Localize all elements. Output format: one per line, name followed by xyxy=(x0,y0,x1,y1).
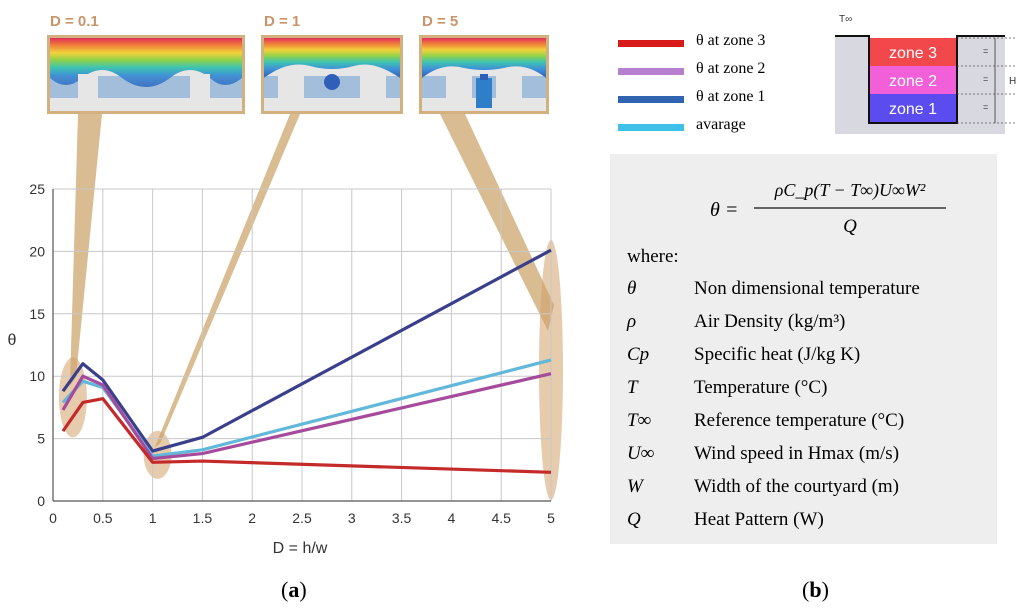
formula-lhs: θ = xyxy=(710,199,738,221)
thumbnail-label-d5: D = 5 xyxy=(422,13,459,30)
thumbnail-d5 xyxy=(419,35,549,114)
x-axis-label: D = h/w xyxy=(273,540,328,557)
zoom-connector xyxy=(69,114,102,386)
schematic-equal-2: = xyxy=(983,74,988,84)
caption-b-open: ( xyxy=(802,577,810,602)
x-tick-label: 5 xyxy=(547,510,555,526)
legend-item-zone1: θ at zone 1 xyxy=(618,86,818,114)
zoom-connectors xyxy=(69,114,554,448)
legend-swatch-zone2 xyxy=(618,68,684,75)
def-symbol-tinf: T∞ xyxy=(627,410,652,431)
def-desc-rho: Air Density (kg/m³) xyxy=(694,311,846,332)
definitions-panel: θ = ρC_p(T − T∞)U∞W² Q where: θ Non dime… xyxy=(610,154,997,544)
chart-series xyxy=(61,248,552,474)
zoom-connector xyxy=(440,114,554,331)
def-desc-theta: Non dimensional temperature xyxy=(694,278,920,299)
def-symbol-theta: θ xyxy=(627,278,637,299)
chart-grid xyxy=(52,188,552,502)
where-label: where: xyxy=(627,246,679,267)
def-desc-t: Temperature (°C) xyxy=(694,377,828,398)
x-tick-label: 1.5 xyxy=(193,510,213,526)
def-desc-uinf: Wind speed in Hmax (m/s) xyxy=(694,443,900,464)
schematic-zone1 xyxy=(869,94,957,123)
legend-label-average: avarage xyxy=(696,116,746,133)
thumbnail-d01 xyxy=(47,35,245,114)
legend-label-zone1: θ at zone 1 xyxy=(696,88,766,105)
x-tick-label: 0.5 xyxy=(93,510,113,526)
temperature-field-d01 xyxy=(50,38,242,111)
zoom-connector xyxy=(154,114,300,448)
series-line xyxy=(61,397,552,474)
series-line xyxy=(61,248,552,453)
thumbnail-d1 xyxy=(261,35,403,114)
legend-swatch-average xyxy=(618,124,684,131)
def-symbol-uinf: U∞ xyxy=(627,443,655,464)
def-symbol-rho: ρ xyxy=(627,311,637,332)
schematic-zone3-label: zone 3 xyxy=(889,45,937,62)
highlight-ellipse xyxy=(58,357,87,438)
x-tick-label: 1 xyxy=(149,510,157,526)
x-tick-label: 4 xyxy=(448,510,456,526)
def-symbol-q: Q xyxy=(627,509,641,530)
series-line xyxy=(61,372,552,461)
courtyard-schematic: T∞ zone 3 zone 2 zone 1 = = = H xyxy=(835,14,1017,134)
def-desc-tinf: Reference temperature (°C) xyxy=(694,410,905,431)
schematic-equal-3: = xyxy=(983,46,988,56)
caption-b-close: ) xyxy=(821,577,829,602)
thumbnail-label-d01: D = 0.1 xyxy=(50,13,99,30)
chart-tick-labels: 0 0.5 1 1.5 2 2.5 3 3.5 4 4.5 5 0 5 10 15 20 25 xyxy=(29,181,555,526)
schematic-height-label: H xyxy=(1009,76,1016,87)
def-symbol-cp: Cp xyxy=(627,344,650,365)
schematic-equal-1: = xyxy=(983,102,988,112)
y-tick-label: 25 xyxy=(29,181,45,197)
legend-label-zone2: θ at zone 2 xyxy=(696,60,766,77)
temperature-field-d1 xyxy=(264,38,400,111)
caption-a-letter: a xyxy=(288,577,300,602)
x-tick-label: 3.5 xyxy=(392,510,412,526)
temperature-field-d5 xyxy=(422,38,546,111)
schematic-zone2 xyxy=(869,66,957,94)
chart-legend: θ at zone 3 θ at zone 2 θ at zone 1 avar… xyxy=(618,30,818,142)
def-symbol-t: T xyxy=(627,377,638,398)
y-tick-label: 0 xyxy=(37,493,45,509)
schematic-zone3 xyxy=(869,38,957,66)
def-desc-q: Heat Pattern (W) xyxy=(694,509,824,530)
legend-item-zone3: θ at zone 3 xyxy=(618,30,818,58)
theta-formula: θ = ρC_p(T − T∞)U∞W² Q xyxy=(710,180,946,236)
schematic-zone1-label: zone 1 xyxy=(889,101,937,118)
caption-b: (b) xyxy=(802,577,829,603)
thumbnail-label-d1: D = 1 xyxy=(264,13,301,30)
chart-axes xyxy=(52,189,551,502)
x-tick-label: 0 xyxy=(49,510,57,526)
y-tick-label: 20 xyxy=(29,243,45,259)
schematic-top-label: T∞ xyxy=(839,14,852,25)
legend-item-zone2: θ at zone 2 xyxy=(618,58,818,86)
x-tick-label: 3 xyxy=(348,510,356,526)
x-tick-label: 2 xyxy=(248,510,256,526)
y-tick-label: 15 xyxy=(29,306,45,322)
caption-a-open: ( xyxy=(281,577,289,602)
caption-a-close: ) xyxy=(299,577,307,602)
y-axis-label: θ xyxy=(8,332,17,349)
y-tick-label: 5 xyxy=(37,431,45,447)
def-desc-w: Width of the courtyard (m) xyxy=(694,476,900,497)
caption-b-letter: b xyxy=(809,577,822,602)
formula-denominator: Q xyxy=(843,216,857,236)
y-tick-label: 10 xyxy=(29,368,45,384)
legend-label-zone3: θ at zone 3 xyxy=(696,32,766,49)
schematic-outline xyxy=(835,35,1005,124)
legend-swatch-zone3 xyxy=(618,40,684,47)
def-desc-cp: Specific heat (J/kg K) xyxy=(694,344,861,365)
x-tick-label: 2.5 xyxy=(292,510,312,526)
def-symbol-w: W xyxy=(627,476,643,497)
legend-item-average: avarage xyxy=(618,114,818,142)
x-tick-label: 4.5 xyxy=(491,510,511,526)
legend-swatch-zone1 xyxy=(618,96,684,103)
schematic-zone2-label: zone 2 xyxy=(889,73,937,90)
highlight-ellipses xyxy=(58,239,563,500)
schematic-dimension-lines xyxy=(957,37,1017,124)
caption-a: (a) xyxy=(281,577,307,603)
formula-numerator: ρC_p(T − T∞)U∞W² xyxy=(774,180,926,201)
